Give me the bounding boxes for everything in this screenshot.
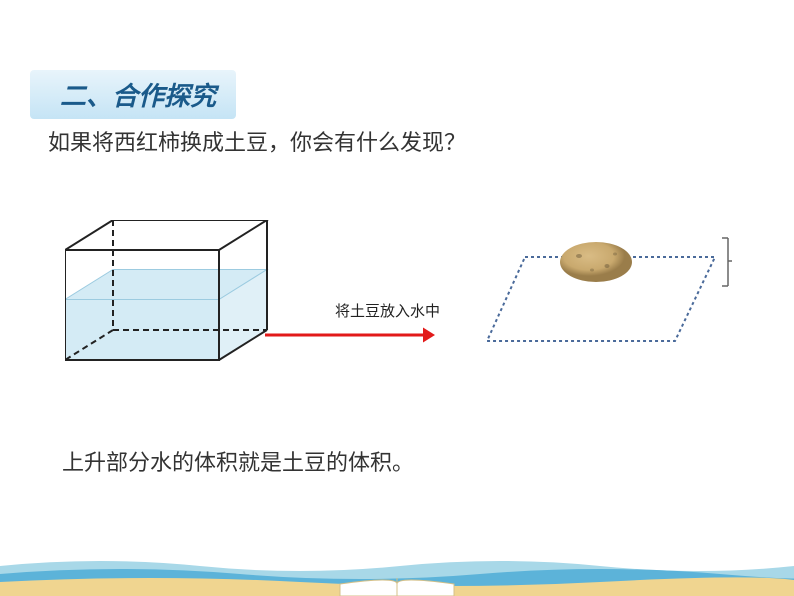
footer-decoration [0, 548, 794, 596]
section-header: 二、合作探究 [30, 70, 236, 119]
arrow-icon [265, 325, 445, 345]
water-tank [65, 220, 275, 370]
header-title: 二、合作探究 [60, 81, 216, 111]
diagram-area: 将土豆放入水中 [65, 220, 735, 380]
conclusion-text: 上升部分水的体积就是土豆的体积。 [62, 445, 414, 477]
arrow-label: 将土豆放入水中 [335, 300, 440, 321]
potato-icon [557, 236, 635, 284]
question-text: 如果将西红柿换成土豆，你会有什么发现？ [48, 125, 466, 157]
bracket-icon [720, 236, 734, 290]
